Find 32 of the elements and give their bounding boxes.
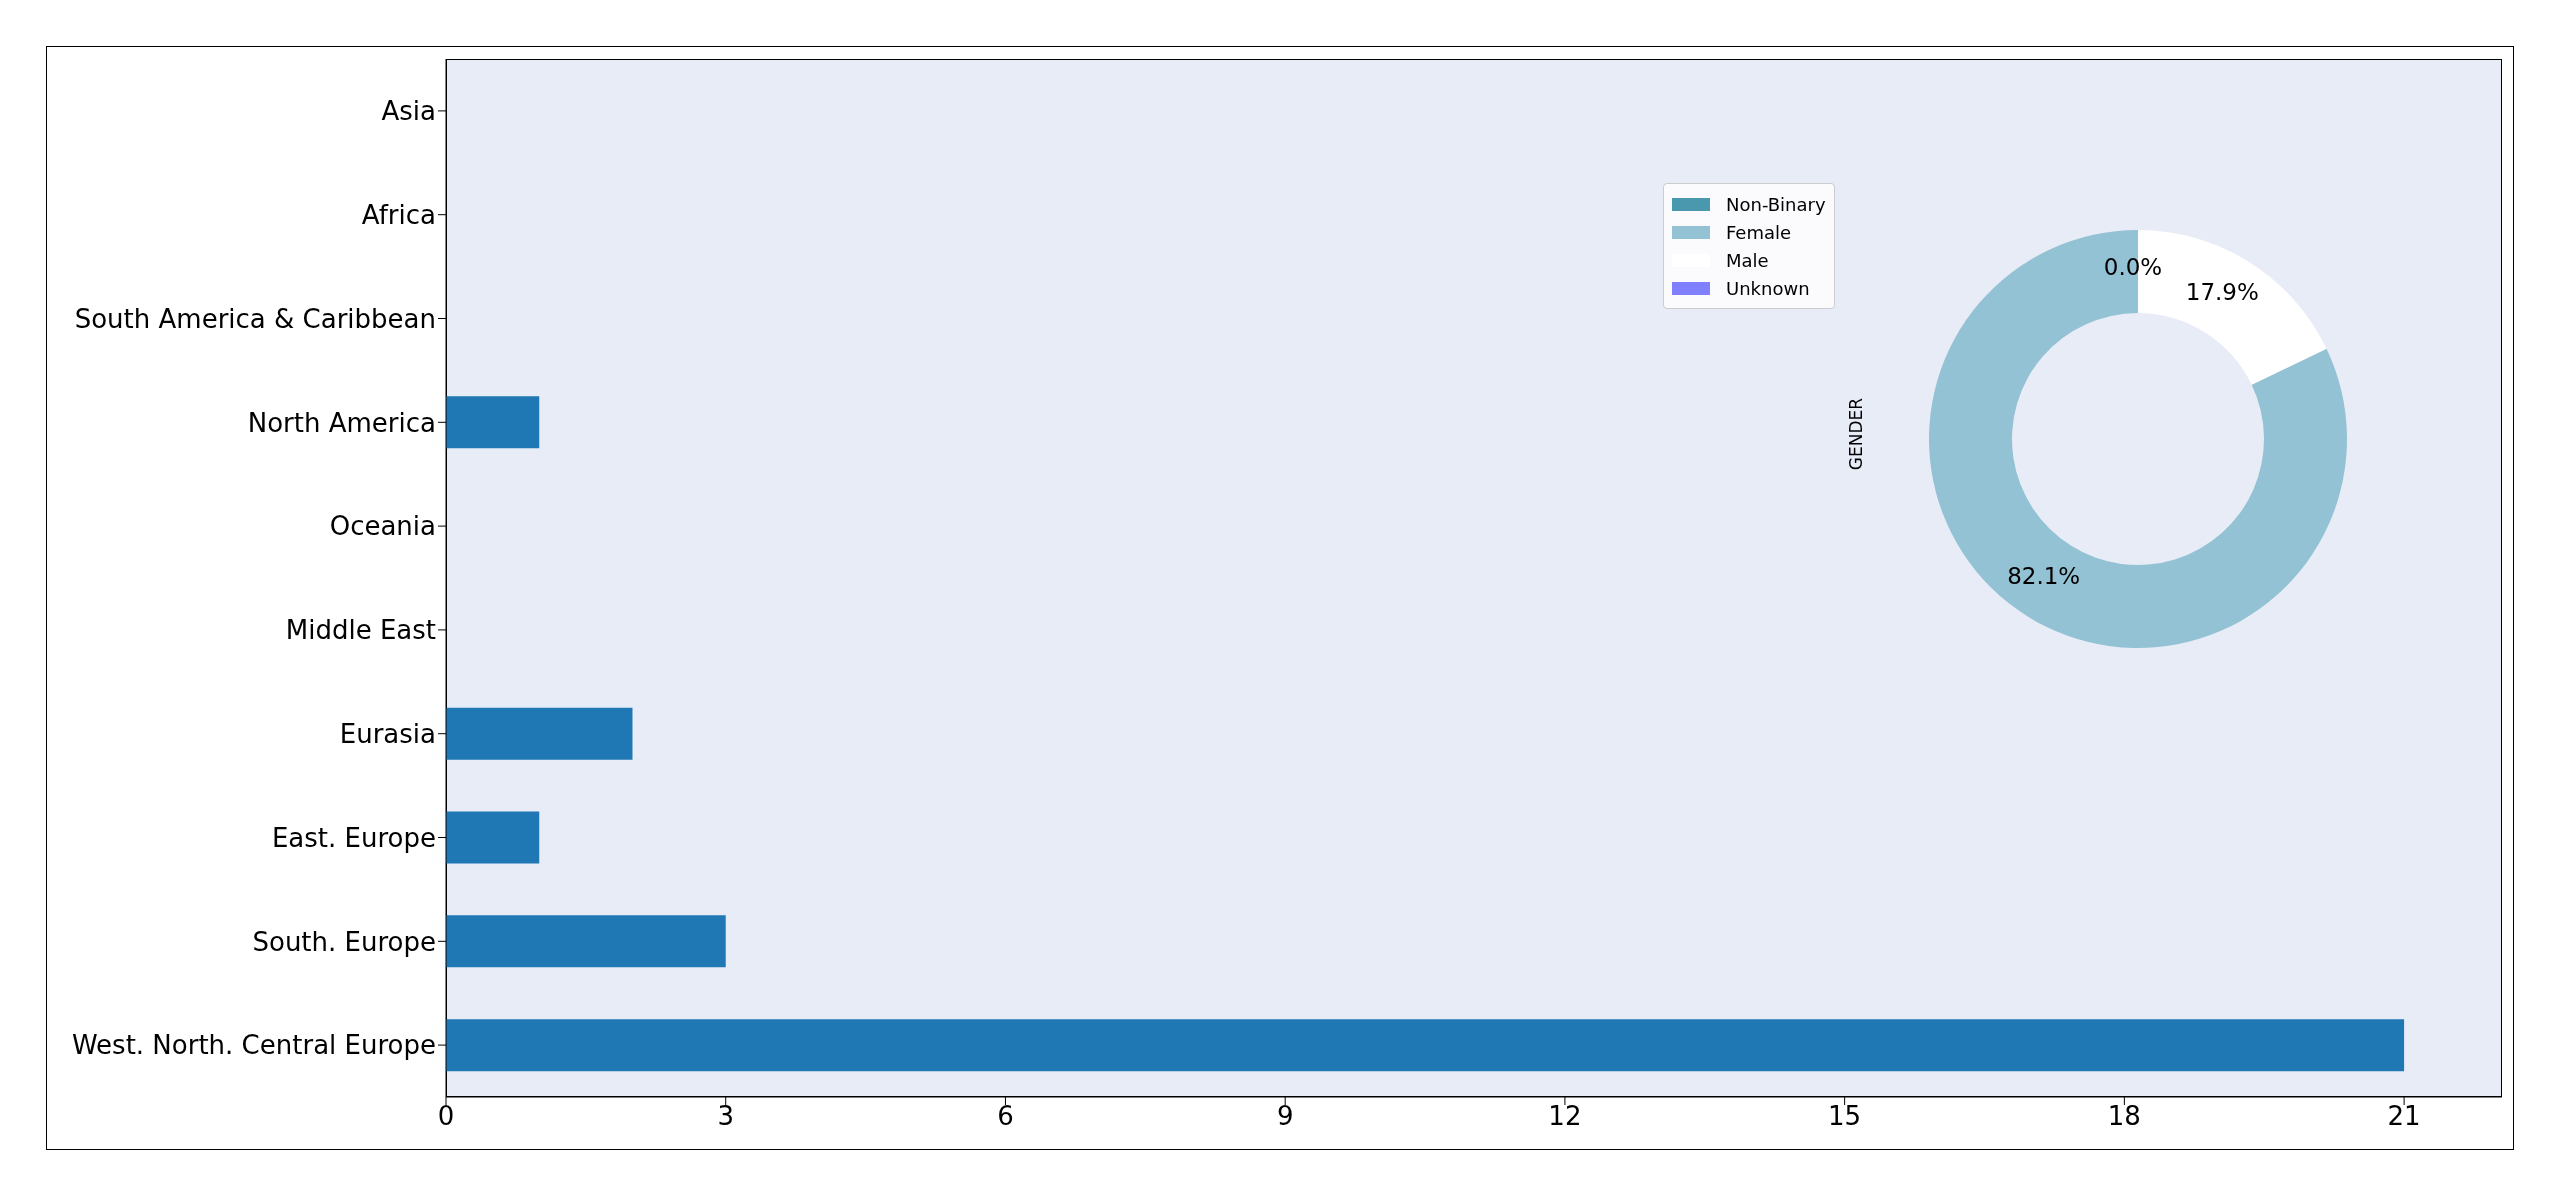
legend-label: Non-Binary <box>1726 193 1826 215</box>
donut-slice <box>1929 230 2347 648</box>
x-tick-label: 12 <box>1548 1101 1582 1132</box>
data-label: 17.9% <box>2185 279 2259 306</box>
y-tick-label: Eurasia <box>339 718 436 749</box>
y-tick-label: East. Europe <box>271 822 436 853</box>
x-tick-label: 15 <box>1828 1101 1862 1132</box>
x-tick-label: 6 <box>997 1101 1014 1132</box>
bar <box>446 707 633 760</box>
y-tick-label: South. Europe <box>252 926 436 957</box>
y-tick-label: North America <box>247 407 436 438</box>
y-tick-label: Asia <box>381 96 436 127</box>
bar <box>446 1019 2405 1072</box>
x-tick-label: 18 <box>2107 1101 2141 1132</box>
y-tick-label: South America & Caribbean <box>74 303 436 334</box>
y-tick-label: West. North. Central Europe <box>71 1030 436 1061</box>
y-tick-label: Oceania <box>329 511 436 542</box>
legend-label: Female <box>1726 221 1792 243</box>
bar <box>446 915 726 968</box>
y-tick-label: Middle East <box>285 615 436 646</box>
text: 0.0% <box>2103 253 2163 280</box>
legend-label: Unknown <box>1726 277 1810 299</box>
text: GENDER <box>1846 397 1866 471</box>
legend-label: Male <box>1726 249 1769 271</box>
bar <box>446 396 540 449</box>
x-tick-label: 3 <box>717 1101 734 1132</box>
x-tick-label: 21 <box>2387 1101 2421 1132</box>
bar <box>446 811 540 864</box>
x-tick-label: 0 <box>437 1101 455 1132</box>
y-tick-label: Africa <box>361 199 436 230</box>
data-label: 82.1% <box>2007 562 2081 589</box>
x-tick-label: 9 <box>1276 1101 1294 1132</box>
